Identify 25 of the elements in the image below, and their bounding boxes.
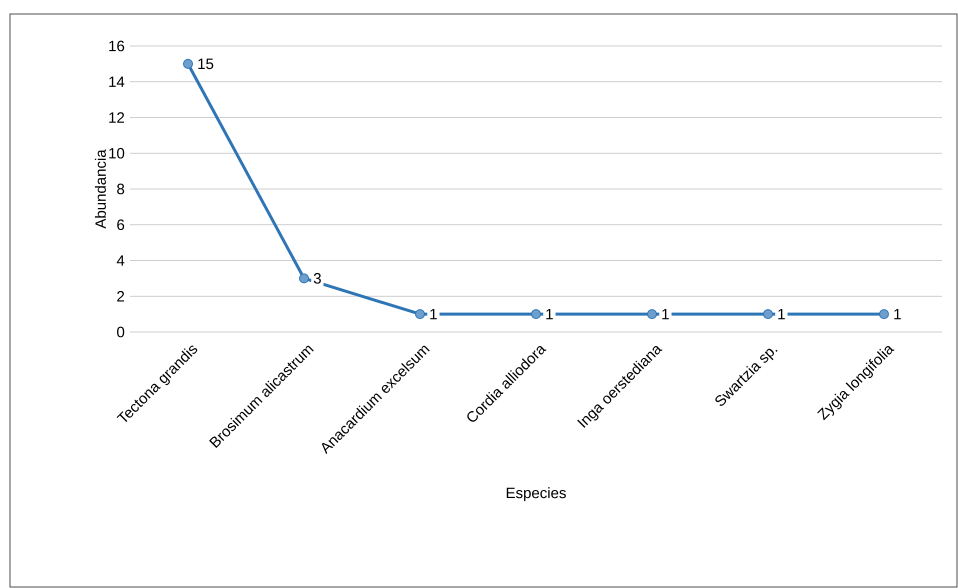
y-tick-label: 12 (109, 112, 124, 123)
data-label: 1 (662, 308, 669, 320)
data-label: 15 (198, 58, 214, 70)
y-tick-label: 10 (109, 148, 124, 159)
y-axis-title: Abundancia (94, 149, 106, 229)
data-label: 1 (430, 308, 437, 320)
y-tick-label: 4 (116, 255, 124, 266)
point (531, 309, 542, 320)
point (647, 309, 657, 320)
y-tick-label: 6 (117, 219, 124, 230)
y-tick-label: 2 (117, 291, 124, 302)
data-label: 3 (314, 273, 321, 284)
y-tick-label: 0 (117, 326, 124, 338)
data-label: 1 (546, 308, 553, 320)
point (299, 273, 310, 284)
data-label: 1 (894, 308, 901, 320)
y-tick-label: 16 (109, 40, 124, 52)
x-axis-title: Especies (506, 487, 566, 502)
data-label: 1 (778, 308, 785, 320)
y-tick-label: 14 (109, 76, 124, 87)
point (415, 309, 425, 320)
point (878, 309, 889, 320)
point (183, 58, 194, 69)
point (762, 309, 773, 320)
y-tick-label: 8 (117, 184, 124, 194)
